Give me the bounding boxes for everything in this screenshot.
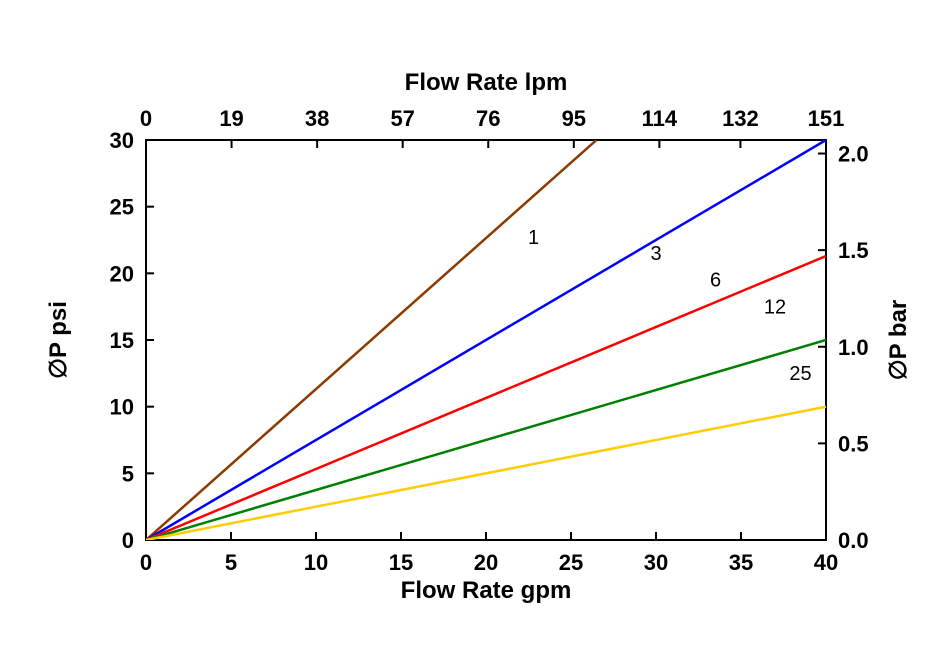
y-left-tick-label: 15 — [110, 328, 134, 353]
chart-svg: 0510152025303540 01938577695114132151 05… — [0, 0, 934, 670]
y-right-tick-label: 2.0 — [838, 142, 869, 167]
series-label-12: 12 — [764, 296, 786, 318]
series-labels: 1 3 6 12 25 — [528, 227, 812, 385]
x-top-tick-label: 151 — [808, 106, 845, 131]
x-bottom-tick-label: 0 — [140, 550, 152, 575]
series-label-1: 1 — [528, 227, 539, 249]
x-top-ticks: 0 19 38 57 76 95 114 132 151 — [140, 106, 844, 148]
y-left-tick-label: 30 — [110, 128, 134, 153]
x-bottom-ticks: 0 5 10 15 20 25 30 35 40 — [140, 532, 838, 575]
x-top-tick-label: 0 — [140, 106, 152, 131]
x-top-tick-label: 76 — [476, 106, 500, 131]
x-top-tick-label: 19 — [219, 106, 243, 131]
y-right-axis-title: ∅P bar — [885, 300, 912, 381]
y-left-tick-label: 5 — [122, 461, 134, 486]
y-left-tick-label: 25 — [110, 195, 134, 220]
pressure-flow-chart: 0510152025303540 01938577695114132151 05… — [0, 0, 934, 670]
y-left-ticks: 0 5 10 15 20 25 30 — [110, 128, 154, 553]
series-label-6: 6 — [710, 270, 721, 292]
x-top-tick-label: 114 — [642, 106, 678, 131]
x-top-tick-label: 132 — [722, 106, 759, 131]
y-right-tick-label: 0.5 — [838, 431, 869, 456]
x-bottom-tick-label: 5 — [225, 550, 237, 575]
x-bottom-tick-label: 40 — [814, 550, 838, 575]
y-right-tick-label: 1.0 — [838, 335, 869, 360]
series-line-25 — [146, 407, 826, 540]
series-line-6 — [146, 256, 826, 540]
x-bottom-tick-label: 15 — [389, 550, 413, 575]
series-label-3: 3 — [650, 243, 661, 265]
y-right-tick-label: 1.5 — [838, 238, 869, 263]
x-bottom-tick-label: 35 — [729, 550, 753, 575]
x-bottom-tick-label: 10 — [304, 550, 328, 575]
y-left-tick-label: 10 — [110, 395, 134, 420]
x-bottom-tick-label: 20 — [474, 550, 498, 575]
series-line-12 — [146, 340, 826, 540]
y-left-tick-label: 20 — [110, 261, 134, 286]
series-lines — [146, 140, 826, 540]
series-label-25: 25 — [789, 363, 811, 385]
x-top-tick-label: 38 — [305, 106, 329, 131]
x-top-axis-title: Flow Rate lpm — [405, 69, 568, 96]
series-line-3 — [146, 140, 826, 540]
x-bottom-axis-title: Flow Rate gpm — [401, 577, 572, 604]
x-bottom-tick-label: 25 — [559, 550, 583, 575]
x-bottom-tick-label: 30 — [644, 550, 668, 575]
x-top-tick-label: 95 — [562, 106, 586, 131]
series-line-1 — [146, 140, 597, 540]
y-right-tick-label: 0.0 — [838, 528, 869, 553]
y-left-tick-label: 0 — [122, 528, 134, 553]
x-top-tick-label: 57 — [390, 106, 414, 131]
y-left-axis-title: ∅P psi — [45, 301, 72, 379]
